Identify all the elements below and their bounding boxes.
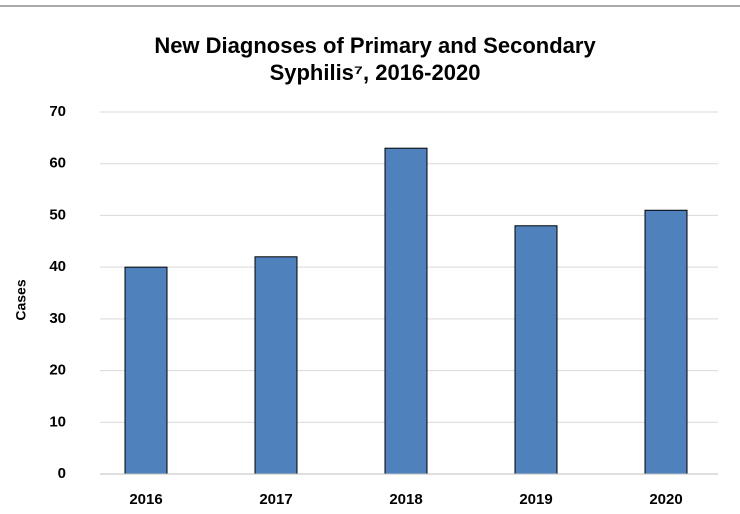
chart-title: New Diagnoses of Primary and Secondary xyxy=(154,33,596,58)
y-tick-label: 20 xyxy=(49,362,66,379)
bar xyxy=(254,256,298,475)
y-tick-label: 30 xyxy=(49,310,66,327)
x-tick-label: 2018 xyxy=(389,491,422,508)
y-tick-label: 70 xyxy=(49,103,66,120)
y-tick-label: 10 xyxy=(49,413,66,430)
y-axis-label: Cases xyxy=(13,279,29,320)
chart-title: Syphilis⁷, 2016-2020 xyxy=(270,60,481,85)
x-tick-label: 2020 xyxy=(649,491,682,508)
y-tick-label: 40 xyxy=(49,258,66,275)
y-tick-label: 0 xyxy=(58,465,66,482)
y-tick-label: 60 xyxy=(49,155,66,172)
bar xyxy=(384,147,428,475)
y-tick-label: 50 xyxy=(49,206,66,223)
bar xyxy=(644,209,688,475)
bar xyxy=(514,225,558,475)
x-tick-label: 2016 xyxy=(129,491,162,508)
x-tick-label: 2017 xyxy=(259,491,292,508)
bar xyxy=(124,266,168,475)
x-tick-label: 2019 xyxy=(519,491,552,508)
